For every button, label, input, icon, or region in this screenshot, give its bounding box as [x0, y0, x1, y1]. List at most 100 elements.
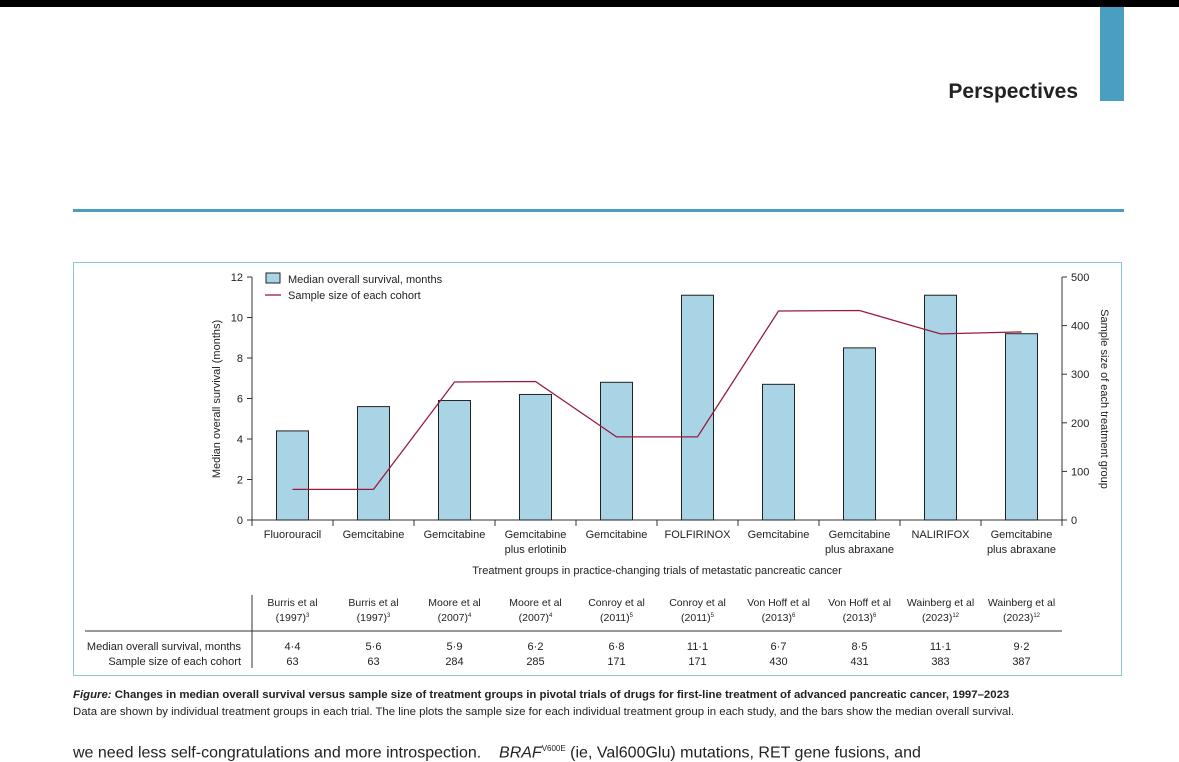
- trial-name: Moore et al: [428, 597, 481, 609]
- trial-year: (2013)6: [843, 612, 877, 624]
- y-tick-label: 4: [237, 434, 243, 446]
- category-label: FOLFIRINOX: [664, 529, 731, 541]
- table-n-value: 284: [445, 656, 463, 668]
- trial-reference: 5: [711, 613, 715, 619]
- trial-name: Moore et al: [509, 597, 562, 609]
- legend-bar-label: Median overall survival, months: [288, 274, 443, 286]
- section-title: Perspectives: [948, 80, 1078, 103]
- y2-tick-label: 0: [1071, 515, 1077, 527]
- trial-reference: 3: [306, 613, 310, 619]
- trial-name: Wainberg et al: [907, 597, 974, 609]
- bar: [762, 383, 795, 521]
- trial-year: (2013)6: [762, 612, 796, 624]
- table-row-label-n: Sample size of each cohort: [108, 656, 241, 668]
- bar: [438, 400, 471, 521]
- y2-tick-label: 100: [1071, 466, 1089, 478]
- bar: [519, 393, 552, 521]
- chart: 0 2 4 6 8 10 12 0 100 200 300 400 500 Fluorouracil Gem…: [85, 272, 1110, 668]
- trial-reference: 4: [468, 613, 472, 619]
- caption-title: Changes in median overall survival versu…: [111, 689, 1010, 701]
- top-bar: [0, 0, 1179, 7]
- caption-body: Data are shown by individual treatment g…: [73, 706, 1015, 718]
- y-tick-label: 10: [231, 313, 243, 325]
- trial-reference: 12: [952, 613, 959, 619]
- table-row-label-os: Median overall survival, months: [87, 641, 242, 653]
- body-text-left: we need less self-congratulations and mo…: [73, 744, 482, 762]
- trial-year: (2011)5: [681, 612, 715, 624]
- y2-axis-title: Sample size of each treatment group: [1098, 309, 1110, 489]
- table-os-value: 6·2: [528, 641, 544, 653]
- bar: [1005, 333, 1038, 521]
- bar: [276, 430, 309, 521]
- category-label: Gemcitabine: [343, 529, 405, 541]
- trial-name: Conroy et al: [588, 597, 645, 609]
- gene-name: BRAF: [499, 744, 542, 762]
- legend-bar-swatch: [265, 272, 281, 284]
- category-label: Gemcitabine: [991, 529, 1053, 541]
- table-os-value: 6·7: [771, 641, 787, 653]
- table-n-value: 171: [607, 656, 625, 668]
- table-n-value: 431: [850, 656, 868, 668]
- caption-label: Figure:: [73, 689, 112, 701]
- sample-size-line: [292, 309, 1022, 491]
- table-n-value: 63: [286, 656, 298, 668]
- category-label: Fluorouracil: [264, 529, 321, 541]
- table-os-value: 11·1: [930, 641, 951, 653]
- category-label: plus erlotinib: [505, 544, 567, 556]
- table-n-value: 63: [367, 656, 379, 668]
- table-n-value: 171: [688, 656, 706, 668]
- trial-name: Conroy et al: [669, 597, 726, 609]
- trial-reference: 5: [630, 613, 634, 619]
- bar: [357, 406, 390, 521]
- category-label: Gemcitabine: [829, 529, 891, 541]
- section-accent-tab: [1100, 7, 1124, 101]
- gene-superscript: V600E: [541, 744, 566, 753]
- table-os-value: 5·9: [447, 641, 463, 653]
- figure-box: [73, 262, 1122, 676]
- y-axis-title: Median overall survival (months): [211, 320, 223, 478]
- y-tick-label: 12: [231, 272, 243, 284]
- trial-name: Wainberg et al: [988, 597, 1055, 609]
- trial-name: Burris et al: [348, 597, 398, 609]
- y2-tick-label: 500: [1071, 272, 1089, 284]
- trial-reference: 4: [549, 613, 553, 619]
- trial-year: (1997)3: [357, 612, 391, 624]
- trial-year: (2011)5: [600, 612, 634, 624]
- category-label: Gemcitabine: [748, 529, 810, 541]
- trial-reference: 3: [387, 613, 391, 619]
- x-axis-title: Treatment groups in practice-changing tr…: [472, 565, 842, 577]
- category-label: plus abraxane: [987, 544, 1056, 556]
- table-n-value: 383: [931, 656, 949, 668]
- category-label: Gemcitabine: [505, 529, 567, 541]
- category-label: Gemcitabine: [586, 529, 648, 541]
- table-os-value: 8·5: [852, 641, 868, 653]
- y2-tick-label: 300: [1071, 369, 1089, 381]
- bar: [843, 347, 876, 521]
- trial-name: Von Hoff et al: [828, 597, 891, 609]
- y-tick-label: 0: [237, 515, 243, 527]
- bar: [924, 294, 957, 521]
- table-n-value: 285: [526, 656, 544, 668]
- table-n-value: 387: [1012, 656, 1030, 668]
- category-label: plus abraxane: [825, 544, 894, 556]
- table-os-value: 6·8: [609, 641, 625, 653]
- trial-reference: 6: [873, 613, 877, 619]
- section-rule: [73, 209, 1124, 212]
- category-label: NALIRIFOX: [911, 529, 970, 541]
- y-tick-label: 8: [237, 353, 243, 365]
- bar: [681, 294, 714, 521]
- table-os-value: 5·6: [366, 641, 382, 653]
- bar: [600, 381, 633, 521]
- figure-caption: Figure: Changes in median overall surviv…: [73, 687, 1133, 721]
- trial-name: Von Hoff et al: [747, 597, 810, 609]
- table-os-value: 11·1: [687, 641, 708, 653]
- trial-year: (1997)3: [276, 612, 310, 624]
- trial-year: (2023)12: [922, 612, 960, 624]
- table-n-value: 430: [769, 656, 787, 668]
- table-os-value: 4·4: [285, 641, 301, 653]
- category-label: Gemcitabine: [424, 529, 486, 541]
- table-os-value: 9·2: [1014, 641, 1030, 653]
- trial-year: (2007)4: [438, 612, 472, 624]
- trial-name: Burris et al: [267, 597, 317, 609]
- y-tick-label: 6: [237, 394, 243, 406]
